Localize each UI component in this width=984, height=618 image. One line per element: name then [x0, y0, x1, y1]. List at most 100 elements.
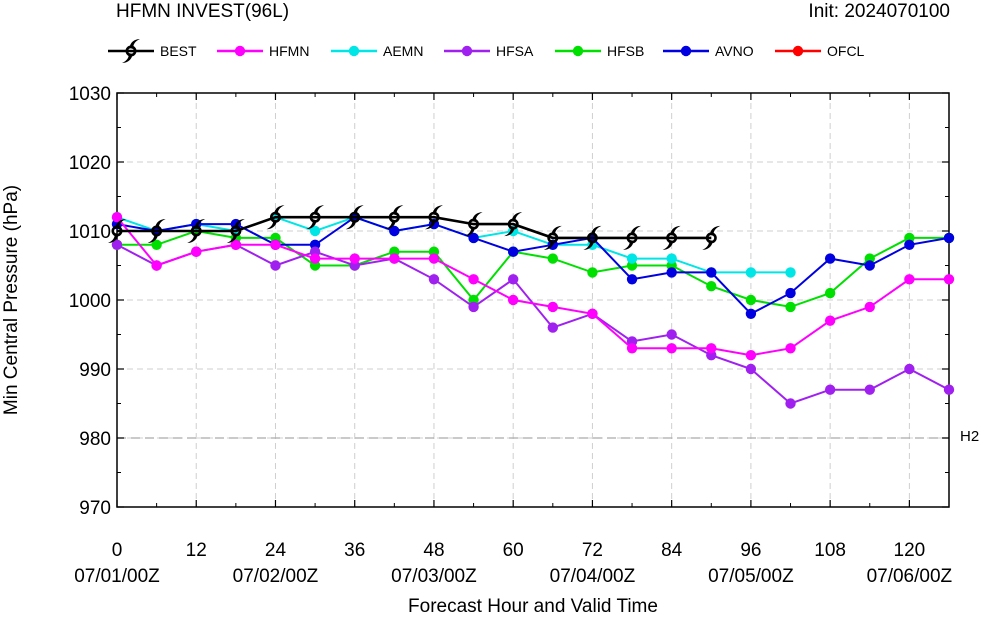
- y-tick-label: 1030: [69, 84, 111, 105]
- series-point-avno: [943, 232, 955, 244]
- x-date-label: 07/04/00Z: [550, 566, 636, 587]
- best-track-point: [226, 219, 245, 243]
- series-point-hfsa: [111, 239, 123, 250]
- legend-label-hfsa: HFSA: [496, 43, 534, 59]
- best-track-point: [504, 212, 523, 237]
- h2-threshold-label: H2: [960, 428, 980, 445]
- series-point-hfmn: [428, 253, 440, 264]
- series-point-avno: [904, 239, 915, 250]
- y-tick-label: 970: [79, 498, 111, 519]
- hurricane-arm: [464, 226, 476, 237]
- hurricane-arm: [551, 225, 562, 236]
- series-point-hfmn: [191, 246, 202, 257]
- series-point-avno: [864, 260, 875, 271]
- x-tick-label: 12: [186, 540, 207, 561]
- x-tick-label: 84: [661, 540, 683, 561]
- series-point-avno: [666, 267, 677, 278]
- hurricane-arm: [122, 53, 133, 63]
- hurricane-arm: [630, 225, 642, 236]
- best-track-point: [266, 205, 285, 230]
- best-track-point: [623, 225, 642, 250]
- y-tick-label: 990: [79, 360, 111, 381]
- hurricane-arm: [623, 239, 634, 250]
- x-tick-label: 36: [344, 540, 365, 561]
- legend-label-hfmn: HFMN: [269, 43, 309, 59]
- series-point-avno: [785, 287, 796, 299]
- x-tick-label: 60: [503, 540, 524, 561]
- series-point-avno: [824, 253, 836, 264]
- y-tick-label: 1020: [69, 153, 111, 174]
- legend-label-hfsb: HFSB: [607, 43, 644, 59]
- hurricane-arm: [472, 212, 483, 223]
- hurricane-arm: [432, 205, 443, 216]
- y-tick-label: 1010: [69, 222, 111, 243]
- series-point-hfmn: [547, 301, 559, 313]
- hurricane-arm: [129, 39, 140, 49]
- hurricane-arm: [392, 205, 404, 216]
- hurricane-arm: [543, 239, 555, 250]
- legend-marker-hfmn: [234, 45, 246, 57]
- series-point-aemn: [626, 253, 638, 264]
- hurricane-arm: [702, 239, 713, 250]
- hurricane-arm: [424, 219, 436, 230]
- hurricane-arm: [590, 225, 602, 236]
- series-point-hfsa: [270, 260, 281, 271]
- series-point-hfsa: [904, 363, 915, 375]
- hurricane-arm: [511, 212, 523, 223]
- series-point-hfmn: [785, 343, 796, 354]
- hurricane-arm: [115, 219, 126, 229]
- series-point-hfmn: [824, 315, 836, 326]
- best-track-point: [187, 219, 206, 243]
- series-point-hfmn: [666, 343, 677, 354]
- series-point-hfmn: [270, 239, 281, 250]
- series-point-avno: [706, 267, 717, 278]
- hurricane-arm: [147, 233, 159, 243]
- legend-hurricane-icon: [122, 39, 140, 63]
- hurricane-arm: [583, 239, 594, 250]
- series-point-aemn: [666, 253, 677, 264]
- series-point-hfsa: [468, 301, 479, 313]
- hurricane-arm: [234, 219, 245, 229]
- best-track-point: [424, 205, 443, 230]
- x-tick-label: 108: [814, 540, 846, 561]
- series-point-hfsa: [428, 274, 440, 285]
- x-tick-label: 0: [112, 540, 123, 561]
- best-track-point: [306, 205, 325, 230]
- series-point-hfmn: [151, 260, 162, 271]
- y-tick-label: 980: [79, 429, 111, 450]
- series-point-hfmn: [943, 274, 955, 285]
- legend-label-ofcl: OFCL: [827, 43, 865, 59]
- hurricane-arm: [662, 239, 674, 250]
- series-line-best: [117, 215, 712, 240]
- chart-title: HFMN INVEST(96L): [116, 1, 290, 22]
- series-point-hfsa: [547, 322, 559, 333]
- series-point-hfsb: [785, 301, 796, 313]
- x-tick-label: 120: [894, 540, 926, 561]
- hurricane-arm: [187, 233, 198, 243]
- hurricane-arm: [273, 205, 285, 216]
- series-point-hfmn: [626, 343, 638, 354]
- x-date-label: 07/02/00Z: [233, 566, 319, 587]
- legend-label-avno: AVNO: [715, 43, 754, 59]
- hurricane-arm: [504, 226, 515, 237]
- hurricane-arm: [108, 233, 119, 243]
- series-line-avno: [116, 216, 950, 316]
- best-track-point: [583, 225, 602, 250]
- legend-marker-aemn: [348, 45, 360, 57]
- series-point-avno: [507, 246, 519, 257]
- legend-marker-avno: [680, 45, 692, 57]
- series-point-avno: [468, 232, 479, 244]
- series-point-hfmn: [349, 253, 360, 264]
- legend-marker-hfsa: [461, 45, 473, 57]
- best-track-point: [385, 205, 404, 230]
- series-point-hfsa: [785, 398, 796, 409]
- series-line-hfsb: [117, 229, 949, 308]
- series-point-hfmn: [111, 212, 123, 223]
- series-point-hfsa: [666, 329, 677, 340]
- series-point-hfsb: [587, 267, 598, 278]
- x-tick-label: 96: [740, 540, 761, 561]
- series-point-avno: [389, 225, 400, 237]
- init-time-label: Init: 2024070100: [808, 1, 950, 22]
- hurricane-arm: [385, 219, 396, 230]
